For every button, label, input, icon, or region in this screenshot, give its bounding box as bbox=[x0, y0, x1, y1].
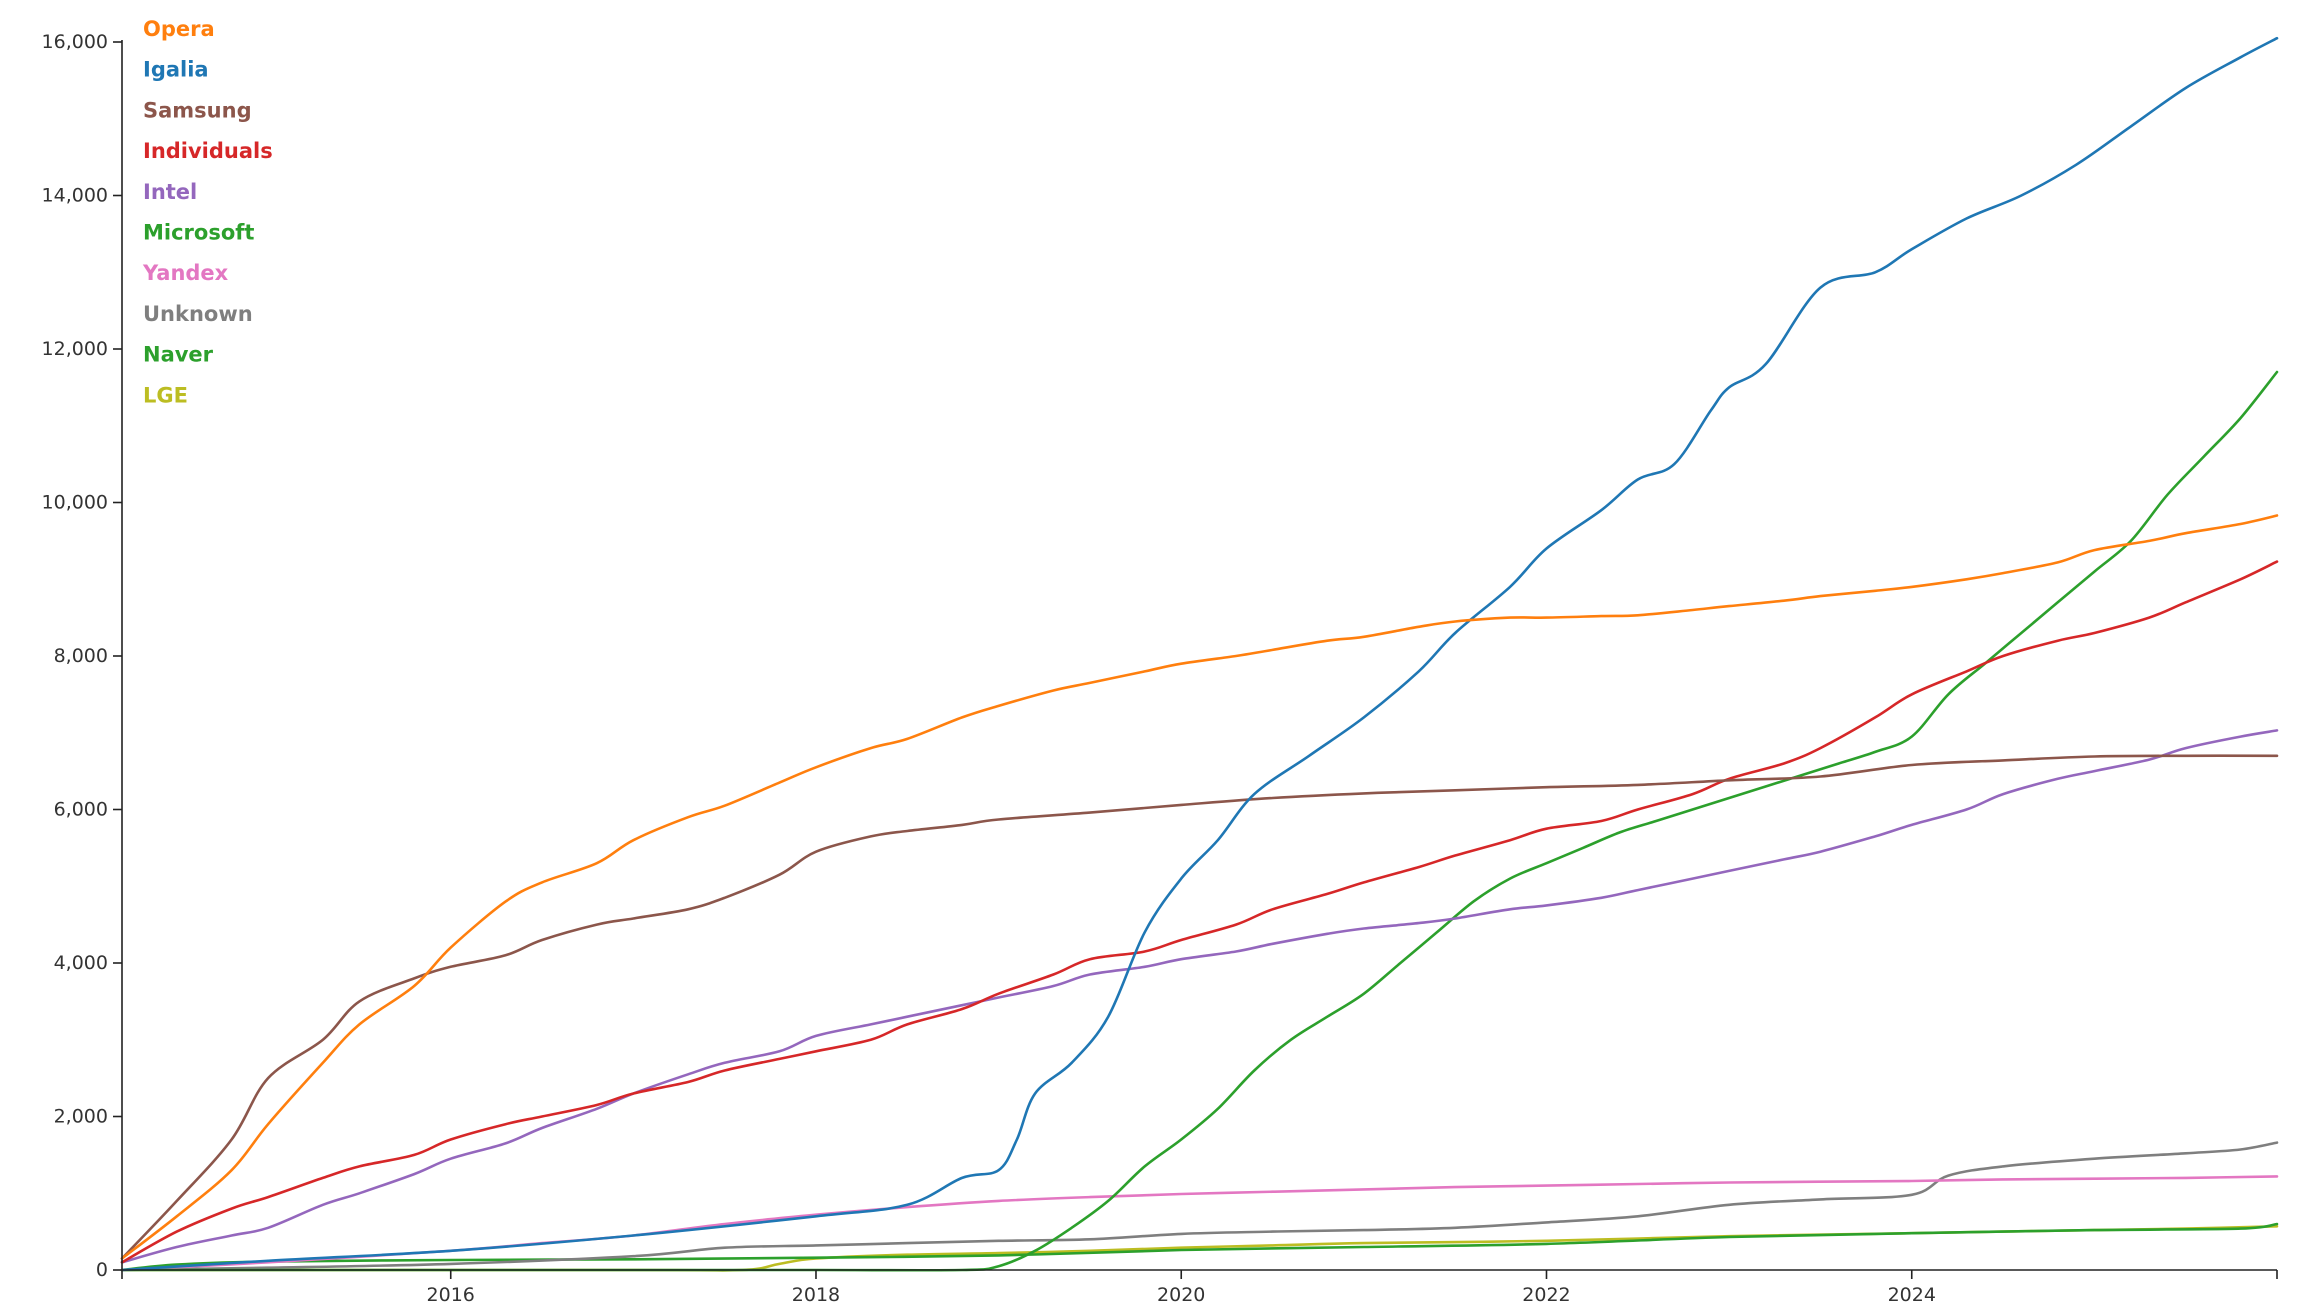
y-tick-label: 16,000 bbox=[42, 31, 108, 53]
legend-item-yandex: Yandex bbox=[142, 261, 229, 285]
axes-layer: 0 2,000 4,000 6,000 8,000 10,000 12,000 14,000 1… bbox=[42, 31, 2278, 1306]
y-tick-label: 8,000 bbox=[54, 645, 108, 667]
legend-item-microsoft: Microsoft bbox=[143, 221, 254, 245]
legend-item-samsung: Samsung bbox=[143, 98, 252, 122]
series-line-unknown bbox=[120, 1141, 2279, 1272]
series-line-samsung bbox=[120, 754, 2279, 1260]
legend-item-individuals: Individuals bbox=[143, 139, 273, 163]
legend-item-igalia: Igalia bbox=[143, 58, 209, 82]
series-line-yandex bbox=[120, 1175, 2279, 1272]
legend-item-lge: LGE bbox=[143, 383, 188, 407]
y-tick-label: 2,000 bbox=[54, 1106, 108, 1128]
y-tick-label: 10,000 bbox=[42, 492, 108, 514]
series-line-intel bbox=[120, 729, 2279, 1264]
y-tick-label: 14,000 bbox=[42, 185, 108, 207]
series-line-microsoft bbox=[120, 370, 2279, 1272]
series-layer bbox=[120, 36, 2279, 1272]
legend-item-intel: Intel bbox=[143, 180, 197, 204]
y-tick-label: 4,000 bbox=[54, 952, 108, 974]
y-tick-label: 0 bbox=[96, 1259, 108, 1281]
y-tick-label: 12,000 bbox=[42, 338, 108, 360]
y-tick-label: 6,000 bbox=[54, 799, 108, 821]
legend-item-opera: Opera bbox=[143, 17, 215, 41]
series-line-individuals bbox=[120, 560, 2279, 1264]
series-line-naver bbox=[120, 1222, 2279, 1272]
x-tick-label: 2016 bbox=[427, 1284, 475, 1306]
legend: Opera Igalia Samsung Individuals Intel Micros… bbox=[142, 17, 273, 407]
x-tick-label: 2018 bbox=[792, 1284, 840, 1306]
series-line-igalia bbox=[120, 36, 2279, 1272]
x-tick-label: 2024 bbox=[1888, 1284, 1936, 1306]
legend-item-unknown: Unknown bbox=[143, 302, 253, 326]
legend-item-naver: Naver bbox=[143, 343, 214, 367]
x-tick-label: 2020 bbox=[1157, 1284, 1205, 1306]
series-line-opera bbox=[120, 514, 2279, 1260]
x-tick-label: 2022 bbox=[1522, 1284, 1570, 1306]
